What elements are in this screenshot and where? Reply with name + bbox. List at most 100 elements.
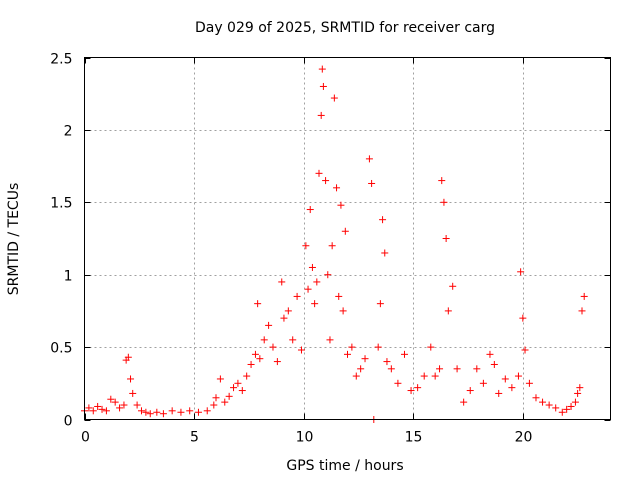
- x-tick-label: 0: [81, 430, 90, 446]
- data-point: [308, 263, 316, 271]
- data-point: [508, 384, 516, 392]
- data-point: [571, 398, 579, 406]
- data-point: [383, 358, 391, 366]
- data-point: [490, 360, 498, 368]
- data-point: [400, 350, 408, 358]
- data-point: [444, 307, 452, 315]
- x-tick-label: 5: [190, 430, 199, 446]
- x-tick-label: 20: [515, 430, 533, 446]
- x-tick-label: 10: [296, 430, 314, 446]
- data-point: [532, 394, 540, 402]
- data-point: [102, 407, 110, 415]
- data-point: [473, 365, 481, 373]
- y-axis-label: SRMTID / TECUs: [6, 183, 22, 296]
- data-point: [453, 365, 461, 373]
- data-point: [552, 404, 560, 412]
- grid-lines: [84, 57, 611, 420]
- data-point: [234, 379, 242, 387]
- data-point: [545, 401, 553, 409]
- data-point: [330, 94, 338, 102]
- data-point: [407, 387, 415, 395]
- data-point: [94, 402, 102, 410]
- data-point: [580, 292, 588, 300]
- y-tick-label: 1.5: [50, 196, 72, 212]
- data-point: [361, 355, 369, 363]
- data-point: [85, 404, 93, 412]
- data-point: [326, 336, 334, 344]
- data-point: [216, 375, 224, 383]
- data-point: [501, 375, 509, 383]
- data-point: [514, 372, 522, 380]
- data-point: [129, 389, 137, 397]
- data-point: [315, 169, 323, 177]
- tick-labels: 0 5 10 15 20 0 0.5 1 1.5 2 2.5: [50, 52, 532, 446]
- data-point: [311, 300, 319, 308]
- data-point: [251, 350, 259, 358]
- data-point: [89, 407, 97, 415]
- y-tick-label: 2.5: [50, 52, 72, 68]
- data-point: [98, 405, 106, 413]
- data-point: [120, 401, 128, 409]
- data-point: [137, 407, 145, 415]
- data-point: [339, 307, 347, 315]
- data-point: [302, 242, 310, 250]
- data-point: [414, 384, 422, 392]
- data-point: [438, 177, 446, 185]
- data-point: [142, 408, 150, 416]
- data-point: [313, 278, 321, 286]
- data-point: [133, 401, 141, 409]
- data-point: [539, 398, 547, 406]
- data-point: [306, 206, 314, 214]
- data-point: [576, 384, 584, 392]
- data-point: [212, 394, 220, 402]
- data-point: [324, 271, 332, 279]
- data-point: [440, 198, 448, 206]
- data-point: [335, 292, 343, 300]
- data-point: [293, 292, 301, 300]
- data-point: [278, 278, 286, 286]
- x-axis-label: GPS time / hours: [286, 458, 403, 474]
- data-point: [247, 360, 255, 368]
- data-point: [495, 389, 503, 397]
- data-point: [365, 155, 373, 163]
- data-point: [280, 314, 288, 322]
- data-point: [357, 365, 365, 373]
- data-point: [563, 405, 571, 413]
- data-point: [525, 379, 533, 387]
- data-point: [466, 387, 474, 395]
- data-point: [168, 407, 176, 415]
- data-point: [578, 307, 586, 315]
- data-point: [574, 389, 582, 397]
- data-point: [322, 177, 330, 185]
- data-point: [420, 372, 428, 380]
- data-point: [319, 82, 327, 90]
- data-point: [352, 372, 360, 380]
- data-point: [159, 410, 167, 418]
- data-point: [124, 353, 132, 361]
- data-point: [304, 285, 312, 293]
- data-point: [374, 343, 382, 351]
- data-point: [368, 179, 376, 187]
- axis-ticks: [84, 57, 611, 421]
- data-point: [116, 404, 124, 412]
- data-point: [177, 408, 185, 416]
- data-point: [269, 343, 277, 351]
- data-point: [381, 249, 389, 257]
- data-point: [194, 408, 202, 416]
- data-point: [486, 350, 494, 358]
- data-point: [284, 307, 292, 315]
- data-point: [273, 358, 281, 366]
- y-tick-label: 0.5: [50, 341, 72, 357]
- data-point: [521, 346, 529, 354]
- data-point: [146, 410, 154, 418]
- data-point: [289, 336, 297, 344]
- data-point: [348, 343, 356, 351]
- data-point: [341, 227, 349, 235]
- data-point: [344, 350, 351, 358]
- data-point: [431, 372, 439, 380]
- data-point: [517, 268, 525, 276]
- data-point: [337, 201, 345, 209]
- data-point: [479, 379, 487, 387]
- data-point: [254, 300, 262, 308]
